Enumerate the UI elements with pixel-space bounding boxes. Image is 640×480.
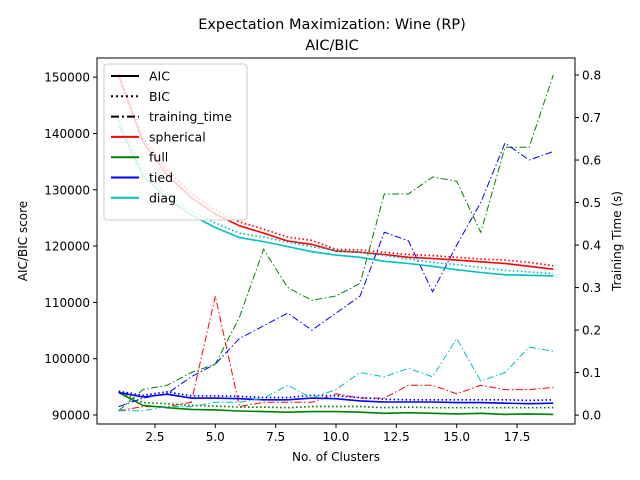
x-axis: 2.5 5.0 7.5 10.0 12.5 15.0 17.5 bbox=[145, 424, 530, 444]
x-tick-label: 7.5 bbox=[266, 430, 285, 444]
series-tied-training-time-line bbox=[118, 142, 554, 408]
series-tied-BIC-line bbox=[118, 390, 554, 402]
series-spherical-BIC-line bbox=[117, 73, 554, 267]
legend: AIC BIC training_time spherical full tied diag bbox=[103, 63, 248, 221]
series-tied-AIC-line bbox=[118, 391, 554, 405]
legend-label: training_time bbox=[149, 109, 232, 124]
x-tick-label: 10.0 bbox=[323, 430, 350, 444]
x-axis-label: No. of Clusters bbox=[292, 450, 380, 464]
y2-axis-label: Training Time (s) bbox=[610, 191, 624, 292]
y2-tick-label: 0.4 bbox=[582, 239, 601, 253]
y2-tick-label: 0.6 bbox=[582, 154, 601, 168]
y2-tick-label: 0.0 bbox=[582, 409, 601, 423]
x-tick-label: 12.5 bbox=[383, 430, 410, 444]
legend-label: diag bbox=[149, 190, 176, 205]
chart-subtitle: AIC/BIC bbox=[305, 38, 359, 54]
y-axis-label: AIC/BIC score bbox=[16, 201, 30, 281]
y-tick-label: 120000 bbox=[44, 240, 90, 254]
x-tick-label: 15.0 bbox=[443, 430, 470, 444]
series-full-AIC-line bbox=[118, 391, 554, 416]
y-tick-label: 130000 bbox=[44, 183, 90, 197]
series-full-BIC-line bbox=[118, 390, 554, 409]
legend-label: BIC bbox=[149, 89, 170, 104]
series-spherical-training-time-line bbox=[118, 295, 554, 412]
legend-label: full bbox=[149, 150, 168, 165]
y-tick-label: 150000 bbox=[44, 71, 90, 85]
y-axis-left: 90000 100000 110000 120000 130000 140000 15000… bbox=[44, 71, 97, 422]
y-axis-right: 0.0 0.1 0.2 0.3 0.4 0.5 0.6 0.7 0.8 bbox=[575, 69, 601, 423]
series-diag-training-time-line bbox=[118, 337, 554, 412]
y2-tick-label: 0.3 bbox=[582, 281, 601, 295]
chart-title: Expectation Maximization: Wine (RP) bbox=[198, 17, 466, 33]
x-tick-label: 2.5 bbox=[145, 430, 164, 444]
plot-lines bbox=[117, 73, 554, 416]
series-full-training-time-line bbox=[118, 74, 554, 412]
legend-label: spherical bbox=[149, 129, 206, 144]
x-tick-label: 5.0 bbox=[206, 430, 225, 444]
y2-tick-label: 0.7 bbox=[582, 111, 601, 125]
legend-label: tied bbox=[149, 170, 173, 185]
y-tick-label: 140000 bbox=[44, 127, 90, 141]
y2-tick-label: 0.8 bbox=[582, 69, 601, 83]
legend-label: AIC bbox=[149, 69, 170, 84]
y2-tick-label: 0.2 bbox=[582, 324, 601, 338]
y-tick-label: 110000 bbox=[44, 296, 90, 310]
legend-box bbox=[103, 63, 248, 221]
y2-tick-label: 0.1 bbox=[582, 366, 601, 380]
y-tick-label: 100000 bbox=[44, 352, 90, 366]
x-tick-label: 17.5 bbox=[504, 430, 531, 444]
y2-tick-label: 0.5 bbox=[582, 196, 601, 210]
y-tick-label: 90000 bbox=[52, 408, 90, 422]
